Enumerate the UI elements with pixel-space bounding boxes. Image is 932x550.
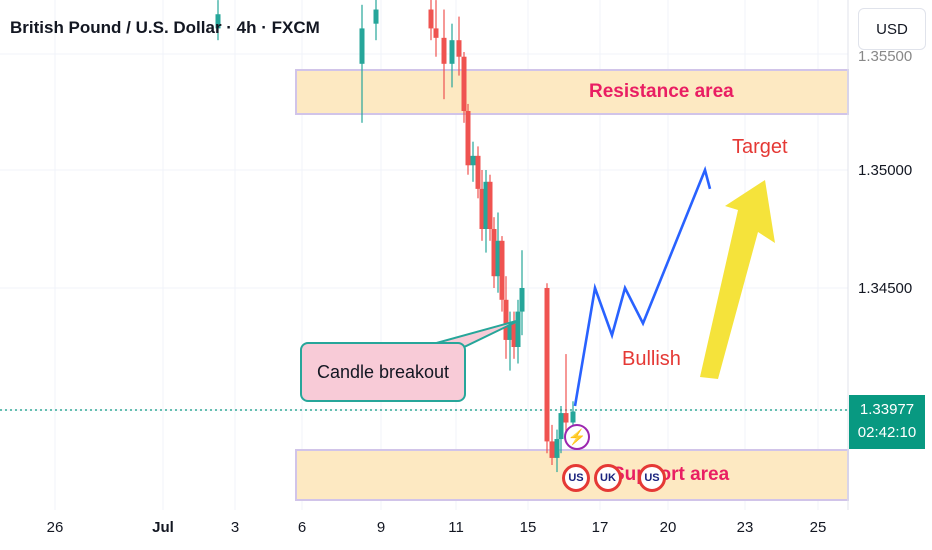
- x-tick-label: 11: [448, 519, 464, 536]
- candle-body: [507, 323, 513, 340]
- target-arrow: [700, 180, 775, 379]
- candle-body: [499, 240, 505, 300]
- candle-body: [563, 413, 569, 423]
- candle-body: [373, 9, 379, 24]
- chart-title: British Pound / U.S. Dollar · 4h · FXCM: [10, 18, 320, 37]
- candle-body: [491, 229, 497, 277]
- candle-series: [215, 0, 576, 473]
- candle-body: [470, 155, 476, 166]
- candle-breakout-callout[interactable]: Candle breakout: [300, 342, 466, 402]
- candle-body: [519, 288, 525, 312]
- y-tick-partial: 1.35500: [858, 48, 913, 65]
- candle-body: [511, 323, 517, 347]
- candle-body: [495, 240, 501, 277]
- candle-body: [549, 441, 555, 458]
- x-tick-label: 9: [376, 519, 386, 536]
- y-tick-label: 1.34500: [858, 280, 913, 297]
- candle-body: [475, 155, 481, 189]
- bar-countdown: 02:42:10: [857, 424, 917, 441]
- last-price-badge: 1.33977 02:42:10: [849, 395, 925, 449]
- y-tick-label: 1.35000: [858, 162, 913, 179]
- us-flag-icon[interactable]: US: [638, 464, 666, 492]
- candle-body: [359, 28, 365, 64]
- candle-body: [515, 311, 521, 347]
- resistance-zone: [295, 69, 849, 115]
- candle-body: [461, 56, 467, 111]
- x-tick-label: 17: [591, 519, 609, 536]
- target-label: Target: [732, 136, 788, 158]
- lightning-icon[interactable]: ⚡: [564, 424, 590, 450]
- resistance-label: Resistance area: [589, 81, 734, 102]
- candle-body: [441, 37, 447, 64]
- x-tick-label: 25: [809, 519, 827, 536]
- x-tick-label: 23: [736, 519, 754, 536]
- x-tick-label: 3: [230, 519, 240, 536]
- candle-body: [428, 9, 434, 29]
- candle-body: [487, 181, 493, 229]
- currency-selector[interactable]: USD: [858, 8, 926, 50]
- candle-body: [456, 40, 462, 57]
- x-tick-label: 6: [297, 519, 307, 536]
- candle-body: [449, 40, 455, 64]
- candle-body: [433, 28, 439, 38]
- uk-flag-icon[interactable]: UK: [594, 464, 622, 492]
- x-tick-label: 26: [46, 519, 64, 536]
- candle-body: [544, 288, 550, 442]
- us-flag-icon[interactable]: US: [562, 464, 590, 492]
- candle-body: [570, 411, 576, 423]
- candle-body: [479, 188, 485, 229]
- candle-body: [554, 439, 560, 458]
- candle-body: [465, 111, 471, 166]
- last-price-value: 1.33977: [859, 401, 915, 418]
- candle-body: [215, 14, 221, 29]
- candle-body: [558, 413, 564, 440]
- x-tick-label: Jul: [152, 519, 174, 536]
- projection-path: [573, 165, 712, 407]
- candle-body: [503, 299, 509, 340]
- x-tick-label: 20: [659, 519, 677, 536]
- support-label: Support area: [612, 464, 730, 485]
- x-tick-label: 15: [519, 519, 537, 536]
- candle-body: [483, 181, 489, 229]
- bullish-label: Bullish: [622, 348, 681, 370]
